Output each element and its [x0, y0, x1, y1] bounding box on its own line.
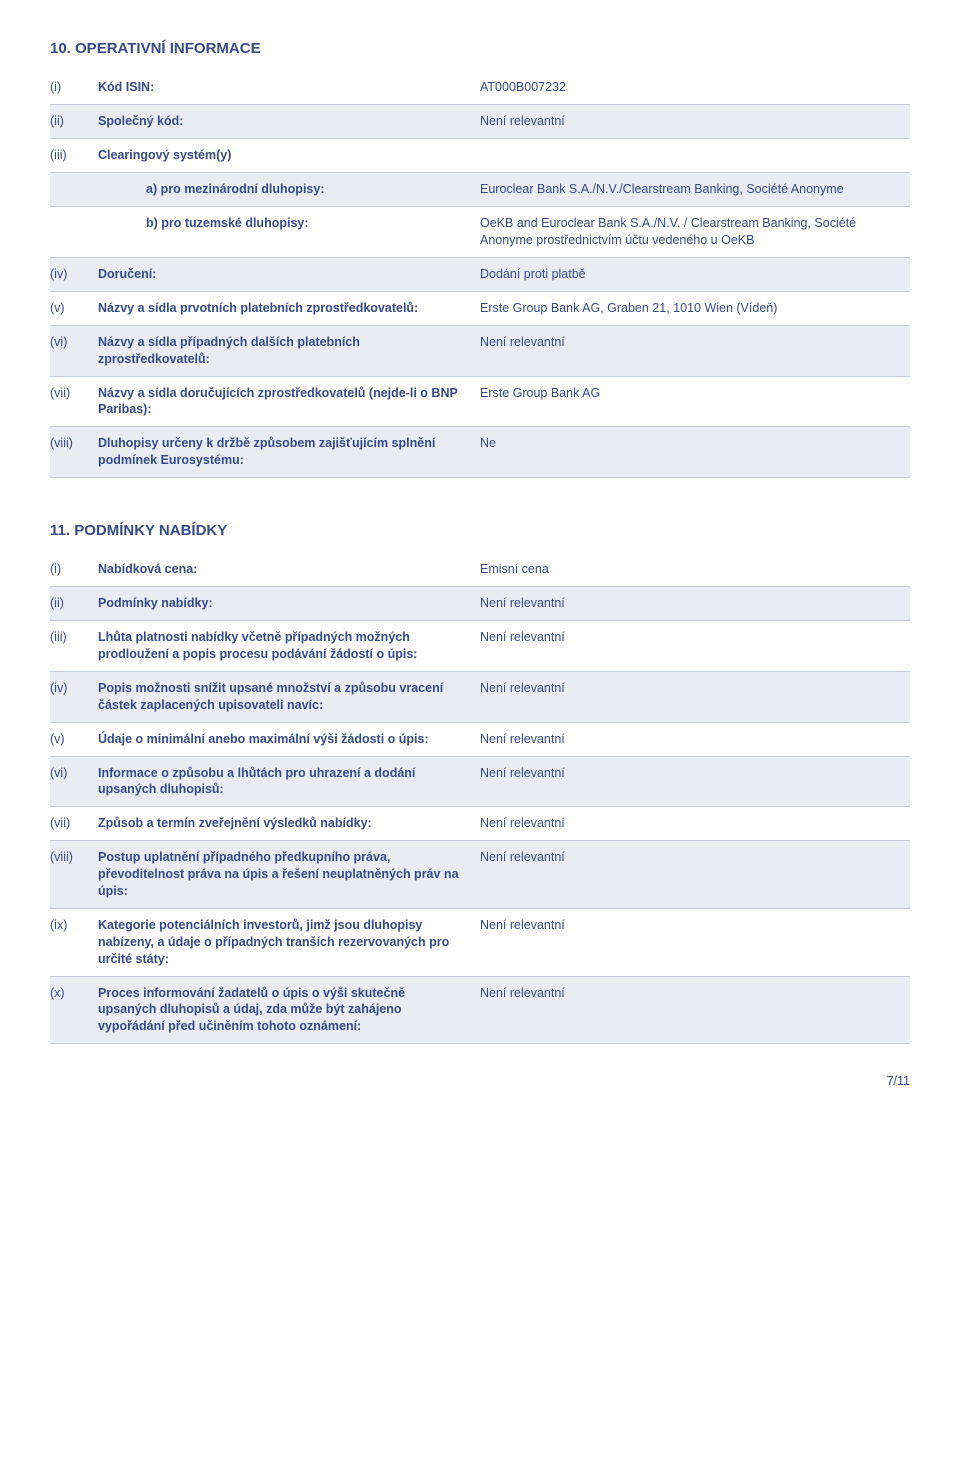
row-number: (vii) [50, 815, 98, 830]
row-number: (i) [50, 79, 98, 94]
row-value: Erste Group Bank AG, Graben 21, 1010 Wie… [480, 300, 910, 317]
table-row: (ii)Společný kód:Není relevantní [50, 105, 910, 139]
row-number: (iii) [50, 629, 98, 644]
row-number: (x) [50, 985, 98, 1000]
table-row: (vii)Názvy a sídla doručujících zprostře… [50, 377, 910, 428]
row-value: Ne [480, 435, 910, 452]
row-label: Lhůta platnosti nabídky včetně případnýc… [98, 629, 480, 663]
row-value: Není relevantní [480, 985, 910, 1002]
row-label: Názvy a sídla doručujících zprostředkova… [98, 385, 480, 419]
row-label: a) pro mezinárodní dluhopisy: [98, 181, 480, 198]
row-number: (vii) [50, 385, 98, 400]
row-value: Není relevantní [480, 917, 910, 934]
section-10-table: (i)Kód ISIN:AT000B007232(ii)Společný kód… [50, 71, 910, 478]
row-number: (viii) [50, 435, 98, 450]
row-label: Názvy a sídla případných dalších platebn… [98, 334, 480, 368]
section-11-title: 11. PODMÍNKY NABÍDKY [50, 522, 910, 539]
row-label: Proces informování žadatelů o úpis o výš… [98, 985, 480, 1036]
row-value: Není relevantní [480, 629, 910, 646]
row-number: (iv) [50, 266, 98, 281]
row-number: (ix) [50, 917, 98, 932]
table-row: (iii)Lhůta platnosti nabídky včetně příp… [50, 621, 910, 672]
table-row: (v)Údaje o minimální anebo maximální výš… [50, 723, 910, 757]
row-value: Erste Group Bank AG [480, 385, 910, 402]
row-label: Společný kód: [98, 113, 480, 130]
row-label: Kategorie potenciálních investorů, jimž … [98, 917, 480, 968]
row-label: Kód ISIN: [98, 79, 480, 96]
table-row: (ix)Kategorie potenciálních investorů, j… [50, 909, 910, 977]
row-number: (ii) [50, 113, 98, 128]
row-label: Postup uplatnění případného předkupního … [98, 849, 480, 900]
row-value: Euroclear Bank S.A./N.V./Clearstream Ban… [480, 181, 910, 198]
row-value: Není relevantní [480, 595, 910, 612]
table-row: (vi)Názvy a sídla případných dalších pla… [50, 326, 910, 377]
row-label: Popis možnosti snížit upsané množství a … [98, 680, 480, 714]
row-number [50, 181, 98, 182]
row-number: (viii) [50, 849, 98, 864]
row-value: Není relevantní [480, 765, 910, 782]
row-label: Názvy a sídla prvotních platebních zpros… [98, 300, 480, 317]
section-spacer [50, 478, 910, 512]
row-value: Dodání proti platbě [480, 266, 910, 283]
table-row: (viii)Postup uplatnění případného předku… [50, 841, 910, 909]
row-label: Podmínky nabídky: [98, 595, 480, 612]
row-value: Není relevantní [480, 680, 910, 697]
row-number [50, 215, 98, 216]
table-row: (vi)Informace o způsobu a lhůtách pro uh… [50, 757, 910, 808]
table-row: a) pro mezinárodní dluhopisy:Euroclear B… [50, 173, 910, 207]
row-value: Není relevantní [480, 849, 910, 866]
row-label: Clearingový systém(y) [98, 147, 480, 164]
row-number: (iii) [50, 147, 98, 162]
table-row: (v)Názvy a sídla prvotních platebních zp… [50, 292, 910, 326]
page-number: 7/11 [50, 1074, 910, 1088]
table-row: b) pro tuzemské dluhopisy:OeKB and Euroc… [50, 207, 910, 258]
table-row: (vii)Způsob a termín zveřejnění výsledků… [50, 807, 910, 841]
table-row: (i)Nabídková cena:Emisní cena [50, 553, 910, 587]
row-value: Není relevantní [480, 731, 910, 748]
table-row: (iii)Clearingový systém(y) [50, 139, 910, 173]
row-number: (vi) [50, 765, 98, 780]
row-value: Není relevantní [480, 334, 910, 351]
table-row: (iv)Doručení:Dodání proti platbě [50, 258, 910, 292]
row-number: (iv) [50, 680, 98, 695]
row-value: OeKB and Euroclear Bank S.A./N.V. / Clea… [480, 215, 910, 249]
row-number: (i) [50, 561, 98, 576]
section-10-title: 10. OPERATIVNÍ INFORMACE [50, 40, 910, 57]
row-label: Způsob a termín zveřejnění výsledků nabí… [98, 815, 480, 832]
row-number: (ii) [50, 595, 98, 610]
row-number: (vi) [50, 334, 98, 349]
table-row: (i)Kód ISIN:AT000B007232 [50, 71, 910, 105]
row-label: Údaje o minimální anebo maximální výši ž… [98, 731, 480, 748]
row-label: Nabídková cena: [98, 561, 480, 578]
section-11-table: (i)Nabídková cena:Emisní cena(ii)Podmínk… [50, 553, 910, 1044]
row-label: b) pro tuzemské dluhopisy: [98, 215, 480, 232]
table-row: (iv)Popis možnosti snížit upsané množstv… [50, 672, 910, 723]
row-value: AT000B007232 [480, 79, 910, 96]
row-number: (v) [50, 300, 98, 315]
row-number: (v) [50, 731, 98, 746]
row-label: Doručení: [98, 266, 480, 283]
row-label: Dluhopisy určeny k držbě způsobem zajišť… [98, 435, 480, 469]
table-row: (ii)Podmínky nabídky:Není relevantní [50, 587, 910, 621]
row-label: Informace o způsobu a lhůtách pro uhraze… [98, 765, 480, 799]
row-value: Není relevantní [480, 815, 910, 832]
table-row: (viii)Dluhopisy určeny k držbě způsobem … [50, 427, 910, 478]
row-value: Emisní cena [480, 561, 910, 578]
table-row: (x)Proces informování žadatelů o úpis o … [50, 977, 910, 1045]
row-value: Není relevantní [480, 113, 910, 130]
